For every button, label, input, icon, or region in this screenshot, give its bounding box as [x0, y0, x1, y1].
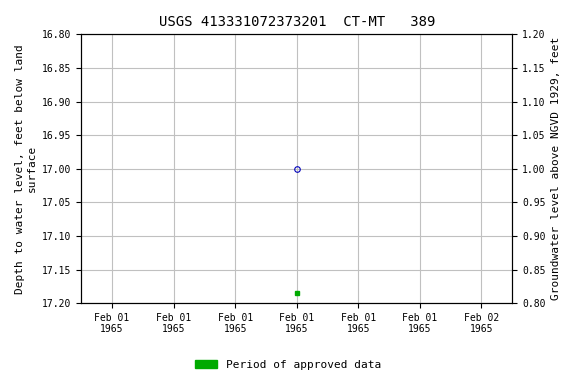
Legend: Period of approved data: Period of approved data	[191, 356, 385, 375]
Title: USGS 413331072373201  CT-MT   389: USGS 413331072373201 CT-MT 389	[158, 15, 435, 29]
Y-axis label: Groundwater level above NGVD 1929, feet: Groundwater level above NGVD 1929, feet	[551, 37, 561, 300]
Y-axis label: Depth to water level, feet below land
surface: Depth to water level, feet below land su…	[15, 44, 37, 294]
